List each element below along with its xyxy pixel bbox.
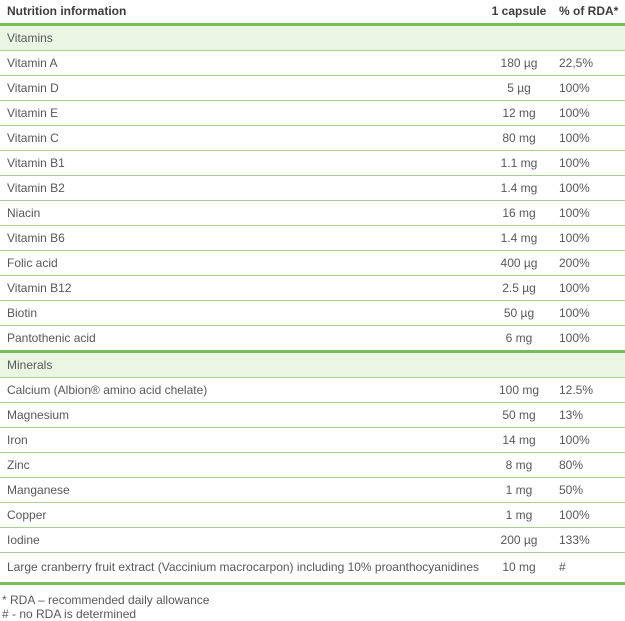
nutrient-rda: 100% [558, 502, 625, 528]
nutrient-rda: 22,5% [558, 50, 625, 76]
nutrient-amount: 1.1 mg [480, 150, 558, 176]
nutrient-rda: 100% [558, 175, 625, 201]
nutrient-name: Zinc [0, 452, 480, 478]
nutrient-name: Manganese [0, 477, 480, 503]
table-row: Folic acid 400 µg 200% [0, 250, 625, 276]
table-header-amount: 1 capsule [480, 0, 558, 26]
nutrient-name: Pantothenic acid [0, 325, 480, 352]
nutrient-amount: 6 mg [480, 325, 558, 352]
nutrition-table: Nutrition information 1 capsule % of RDA… [0, 0, 625, 585]
nutrient-amount: 1.4 mg [480, 225, 558, 251]
nutrient-name: Folic acid [0, 250, 480, 276]
table-row: Vitamin B1 1.1 mg 100% [0, 150, 625, 176]
nutrient-amount: 12 mg [480, 100, 558, 126]
nutrient-rda: 100% [558, 325, 625, 352]
section-label: Vitamins [0, 23, 625, 51]
footnote-no-rda: # - no RDA is determined [2, 607, 137, 621]
footnote-rda-definition: * RDA – recommended daily allowance [2, 593, 210, 607]
nutrient-name: Vitamin B12 [0, 275, 480, 301]
nutrient-rda: 100% [558, 125, 625, 151]
nutrient-name: Magnesium [0, 402, 480, 428]
nutrient-name: Vitamin C [0, 125, 480, 151]
nutrient-name: Biotin [0, 300, 480, 326]
table-row: Vitamin B2 1.4 mg 100% [0, 175, 625, 201]
nutrient-rda: 100% [558, 75, 625, 101]
table-row: Vitamin A 180 µg 22,5% [0, 50, 625, 76]
nutrient-name: Vitamin E [0, 100, 480, 126]
nutrient-rda: 100% [558, 300, 625, 326]
table-row: Vitamin B6 1.4 mg 100% [0, 225, 625, 251]
nutrient-rda: 100% [558, 200, 625, 226]
nutrient-rda: 100% [558, 427, 625, 453]
nutrient-name: Vitamin B6 [0, 225, 480, 251]
nutrient-amount: 16 mg [480, 200, 558, 226]
table-header-row: Nutrition information 1 capsule % of RDA… [0, 0, 625, 26]
table-row: Magnesium 50 mg 13% [0, 402, 625, 428]
table-row: Iodine 200 µg 133% [0, 527, 625, 553]
nutrient-amount: 2.5 µg [480, 275, 558, 301]
nutrient-name: Niacin [0, 200, 480, 226]
table-row: Iron 14 mg 100% [0, 427, 625, 453]
table-row: Calcium (Albion® amino acid chelate) 100 … [0, 377, 625, 403]
nutrient-amount: 1 mg [480, 477, 558, 503]
section-label: Minerals [0, 350, 625, 378]
nutrient-rda: 133% [558, 527, 625, 553]
table-row: Zinc 8 mg 80% [0, 452, 625, 478]
nutrient-amount: 14 mg [480, 427, 558, 453]
nutrient-name: Large cranberry fruit extract (Vaccinium… [0, 552, 480, 585]
nutrient-rda: 50% [558, 477, 625, 503]
table-row-cranberry-extract: Large cranberry fruit extract (Vaccinium… [0, 552, 625, 585]
nutrient-amount: 180 µg [480, 50, 558, 76]
nutrient-amount: 5 µg [480, 75, 558, 101]
footnotes: * RDA – recommended daily allowance # - … [2, 593, 625, 621]
nutrient-rda: 100% [558, 150, 625, 176]
nutrient-amount: 50 mg [480, 402, 558, 428]
table-row: Manganese 1 mg 50% [0, 477, 625, 503]
nutrient-name: Vitamin B1 [0, 150, 480, 176]
nutrient-rda: 80% [558, 452, 625, 478]
nutrient-name: Copper [0, 502, 480, 528]
nutrient-amount: 10 mg [480, 552, 558, 585]
nutrient-amount: 1.4 mg [480, 175, 558, 201]
nutrient-rda: 100% [558, 275, 625, 301]
nutrient-amount: 8 mg [480, 452, 558, 478]
table-header-name: Nutrition information [0, 0, 480, 26]
nutrient-amount: 400 µg [480, 250, 558, 276]
table-row: Niacin 16 mg 100% [0, 200, 625, 226]
nutrient-amount: 50 µg [480, 300, 558, 326]
nutrient-name: Vitamin D [0, 75, 480, 101]
nutrient-name: Iodine [0, 527, 480, 553]
nutrient-name: Vitamin A [0, 50, 480, 76]
table-row: Vitamin E 12 mg 100% [0, 100, 625, 126]
nutrient-name: Iron [0, 427, 480, 453]
nutrient-rda: 100% [558, 100, 625, 126]
nutrient-name: Vitamin B2 [0, 175, 480, 201]
nutrient-rda: 13% [558, 402, 625, 428]
table-row: Pantothenic acid 6 mg 100% [0, 325, 625, 352]
table-row: Copper 1 mg 100% [0, 502, 625, 528]
nutrient-rda: 12.5% [558, 377, 625, 403]
section-row-minerals: Minerals [0, 350, 625, 378]
nutrient-amount: 200 µg [480, 527, 558, 553]
nutrient-amount: 80 mg [480, 125, 558, 151]
nutrient-rda: 100% [558, 225, 625, 251]
table-row: Biotin 50 µg 100% [0, 300, 625, 326]
table-header-rda: % of RDA* [558, 0, 625, 26]
nutrient-rda: 200% [558, 250, 625, 276]
nutrient-amount: 100 mg [480, 377, 558, 403]
table-row: Vitamin C 80 mg 100% [0, 125, 625, 151]
section-row-vitamins: Vitamins [0, 23, 625, 51]
table-row: Vitamin B12 2.5 µg 100% [0, 275, 625, 301]
nutrient-rda: # [558, 552, 625, 585]
nutrient-name: Calcium (Albion® amino acid chelate) [0, 377, 480, 403]
nutrient-amount: 1 mg [480, 502, 558, 528]
